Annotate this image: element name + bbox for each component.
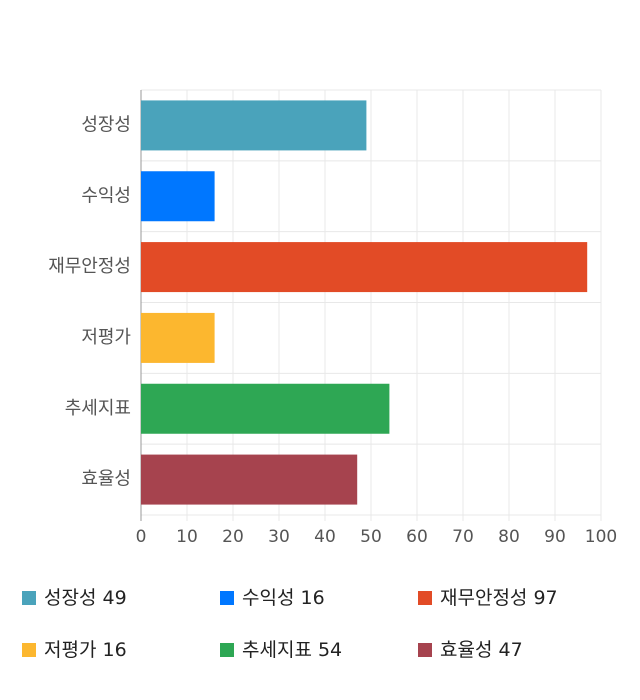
legend-label: 성장성 49 xyxy=(44,587,127,609)
legend-swatch xyxy=(22,591,36,605)
y-tick-label: 수익성 xyxy=(81,185,131,206)
legend-value: 16 xyxy=(103,639,127,661)
y-tick-label: 추세지표 xyxy=(65,398,131,419)
bar xyxy=(141,454,358,505)
y-tick-label: 효율성 xyxy=(81,469,131,490)
legend-value: 16 xyxy=(301,587,325,609)
legend-label: 추세지표 54 xyxy=(242,639,342,661)
legend-swatch xyxy=(220,643,234,657)
bar xyxy=(141,383,390,434)
legend-swatch xyxy=(418,591,432,605)
x-tick-label: 100 xyxy=(585,527,617,547)
legend-value: 49 xyxy=(103,587,127,609)
legend-label: 수익성 16 xyxy=(242,587,325,609)
legend-swatch xyxy=(220,591,234,605)
legend-value: 54 xyxy=(318,639,342,661)
x-tick-label: 10 xyxy=(176,527,198,547)
legend-swatch xyxy=(22,643,36,657)
legend-category: 재무안정성 xyxy=(440,587,527,609)
legend-label: 효율성 47 xyxy=(440,639,523,661)
legend-category: 저평가 xyxy=(44,639,96,661)
x-tick-label: 30 xyxy=(268,527,290,547)
legend-label: 재무안정성 97 xyxy=(440,587,558,609)
x-tick-label: 20 xyxy=(222,527,244,547)
bar xyxy=(141,312,215,363)
legend-category: 효율성 xyxy=(440,639,492,661)
legend-category: 수익성 xyxy=(242,587,294,609)
x-tick-label: 0 xyxy=(136,527,147,547)
y-tick-label: 성장성 xyxy=(81,114,131,135)
x-tick-label: 90 xyxy=(544,527,566,547)
x-tick-label: 50 xyxy=(360,527,382,547)
bar xyxy=(141,171,215,222)
legend-label: 저평가 16 xyxy=(44,639,127,661)
y-tick-label: 재무안정성 xyxy=(48,256,131,277)
bar xyxy=(141,100,367,151)
y-tick-label: 저평가 xyxy=(81,327,131,348)
x-tick-label: 60 xyxy=(406,527,428,547)
legend-value: 47 xyxy=(499,639,523,661)
legend-value: 97 xyxy=(533,587,557,609)
legend-category: 성장성 xyxy=(44,587,96,609)
bar xyxy=(141,242,588,293)
legend-category: 추세지표 xyxy=(242,639,312,661)
x-tick-label: 70 xyxy=(452,527,474,547)
legend-swatch xyxy=(418,643,432,657)
x-tick-label: 80 xyxy=(498,527,520,547)
x-tick-label: 40 xyxy=(314,527,336,547)
